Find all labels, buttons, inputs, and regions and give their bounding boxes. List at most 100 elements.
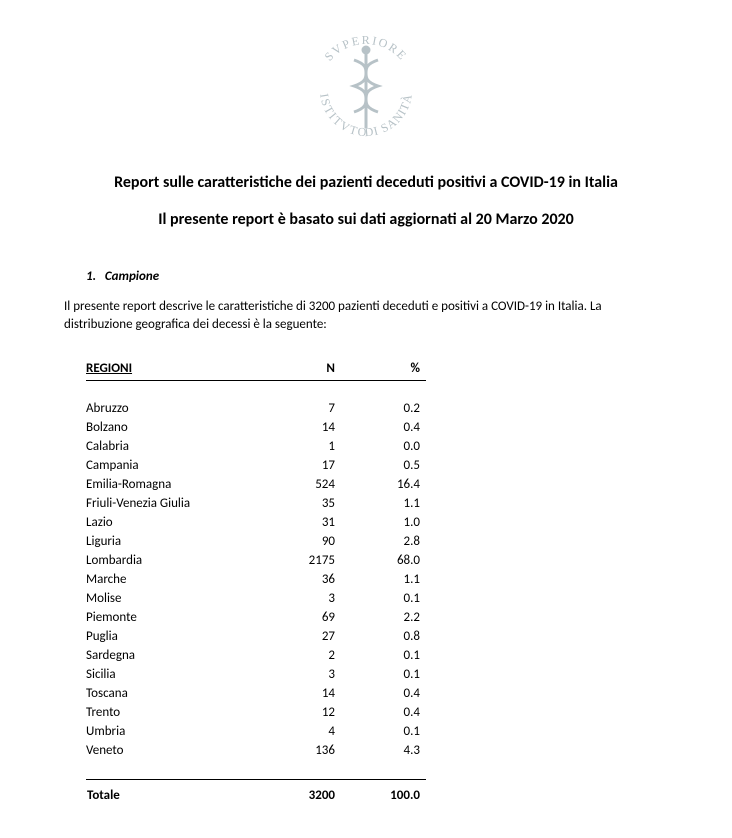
- table-body: Abruzzo70.2Bolzano140.4Calabria10.0Campa…: [86, 381, 426, 761]
- report-page: SVPERIORE ISTITVTO DI SANITÀ Report sull…: [0, 0, 732, 838]
- table-row: Veneto1364.3: [86, 741, 426, 760]
- n-cell: 3: [273, 665, 341, 684]
- table-row: Umbria40.1: [86, 722, 426, 741]
- pct-cell: 0.2: [341, 399, 426, 418]
- section-name: Campione: [105, 269, 159, 284]
- region-cell: Abruzzo: [86, 399, 273, 418]
- table-row: Friuli-Venezia Giulia351.1: [86, 494, 426, 513]
- pct-cell: 1.0: [341, 513, 426, 532]
- region-cell: Sicilia: [86, 665, 273, 684]
- total-label: Totale: [86, 780, 273, 805]
- total-pct: 100.0: [341, 780, 426, 805]
- n-cell: 4: [273, 722, 341, 741]
- n-cell: 14: [273, 684, 341, 703]
- total-n: 3200: [273, 780, 341, 805]
- pct-cell: 0.1: [341, 646, 426, 665]
- section-heading: 1. Campione: [86, 269, 668, 284]
- region-cell: Trento: [86, 703, 273, 722]
- pct-cell: 2.2: [341, 608, 426, 627]
- n-cell: 136: [273, 741, 341, 760]
- spacer-row: [86, 381, 426, 400]
- region-cell: Friuli-Venezia Giulia: [86, 494, 273, 513]
- table-row: Toscana140.4: [86, 684, 426, 703]
- table-row: Campania170.5: [86, 456, 426, 475]
- n-cell: 90: [273, 532, 341, 551]
- pct-cell: 0.4: [341, 418, 426, 437]
- table-row: Piemonte692.2: [86, 608, 426, 627]
- n-cell: 35: [273, 494, 341, 513]
- n-cell: 12: [273, 703, 341, 722]
- col-region-header: REGIONI: [86, 357, 273, 381]
- table-row: Marche361.1: [86, 570, 426, 589]
- pct-cell: 0.1: [341, 665, 426, 684]
- pct-cell: 0.1: [341, 722, 426, 741]
- n-cell: 17: [273, 456, 341, 475]
- col-n-header: N: [273, 357, 341, 381]
- pct-cell: 1.1: [341, 494, 426, 513]
- pct-cell: 1.1: [341, 570, 426, 589]
- region-cell: Marche: [86, 570, 273, 589]
- n-cell: 27: [273, 627, 341, 646]
- table-footer: Totale 3200 100.0: [86, 760, 426, 804]
- table-row: Bolzano140.4: [86, 418, 426, 437]
- table-row: Trento120.4: [86, 703, 426, 722]
- pct-cell: 4.3: [341, 741, 426, 760]
- n-cell: 524: [273, 475, 341, 494]
- n-cell: 36: [273, 570, 341, 589]
- region-cell: Campania: [86, 456, 273, 475]
- institution-logo-icon: SVPERIORE ISTITVTO DI SANITÀ: [306, 30, 426, 150]
- pct-cell: 68.0: [341, 551, 426, 570]
- table-row: Sicilia30.1: [86, 665, 426, 684]
- report-title-line2: Il presente report è basato sui dati agg…: [64, 210, 668, 229]
- pct-cell: 0.8: [341, 627, 426, 646]
- table-row: Abruzzo70.2: [86, 399, 426, 418]
- table-row: Emilia-Romagna52416.4: [86, 475, 426, 494]
- regions-table: REGIONI N % Abruzzo70.2Bolzano140.4Calab…: [86, 357, 426, 804]
- pct-cell: 2.8: [341, 532, 426, 551]
- pct-cell: 0.4: [341, 703, 426, 722]
- total-row: Totale 3200 100.0: [86, 780, 426, 805]
- region-cell: Toscana: [86, 684, 273, 703]
- section-number: 1.: [86, 269, 96, 284]
- report-title-line1: Report sulle caratteristiche dei pazient…: [64, 173, 668, 192]
- region-cell: Bolzano: [86, 418, 273, 437]
- n-cell: 2: [273, 646, 341, 665]
- region-cell: Sardegna: [86, 646, 273, 665]
- region-cell: Liguria: [86, 532, 273, 551]
- table-row: Liguria902.8: [86, 532, 426, 551]
- table-row: Sardegna20.1: [86, 646, 426, 665]
- pct-cell: 16.4: [341, 475, 426, 494]
- table-row: Puglia270.8: [86, 627, 426, 646]
- pct-cell: 0.1: [341, 589, 426, 608]
- table-row: Molise30.1: [86, 589, 426, 608]
- n-cell: 7: [273, 399, 341, 418]
- svg-text:ISTITVTO: ISTITVTO: [317, 93, 369, 140]
- intro-paragraph: Il presente report descrive le caratteri…: [64, 298, 668, 333]
- pct-cell: 0.5: [341, 456, 426, 475]
- logo-container: SVPERIORE ISTITVTO DI SANITÀ: [64, 30, 668, 155]
- region-cell: Calabria: [86, 437, 273, 456]
- n-cell: 2175: [273, 551, 341, 570]
- table-row: Calabria10.0: [86, 437, 426, 456]
- region-cell: Veneto: [86, 741, 273, 760]
- region-cell: Lombardia: [86, 551, 273, 570]
- n-cell: 14: [273, 418, 341, 437]
- region-cell: Puglia: [86, 627, 273, 646]
- table-row: Lombardia217568.0: [86, 551, 426, 570]
- region-cell: Lazio: [86, 513, 273, 532]
- n-cell: 31: [273, 513, 341, 532]
- pct-cell: 0.0: [341, 437, 426, 456]
- n-cell: 69: [273, 608, 341, 627]
- region-cell: Molise: [86, 589, 273, 608]
- regions-table-container: REGIONI N % Abruzzo70.2Bolzano140.4Calab…: [86, 357, 426, 804]
- table-header: REGIONI N %: [86, 357, 426, 381]
- svg-text:DI SANITÀ: DI SANITÀ: [364, 92, 415, 139]
- region-cell: Piemonte: [86, 608, 273, 627]
- n-cell: 1: [273, 437, 341, 456]
- n-cell: 3: [273, 589, 341, 608]
- footer-spacer: [86, 760, 426, 780]
- region-cell: Emilia-Romagna: [86, 475, 273, 494]
- col-pct-header: %: [341, 357, 426, 381]
- pct-cell: 0.4: [341, 684, 426, 703]
- region-cell: Umbria: [86, 722, 273, 741]
